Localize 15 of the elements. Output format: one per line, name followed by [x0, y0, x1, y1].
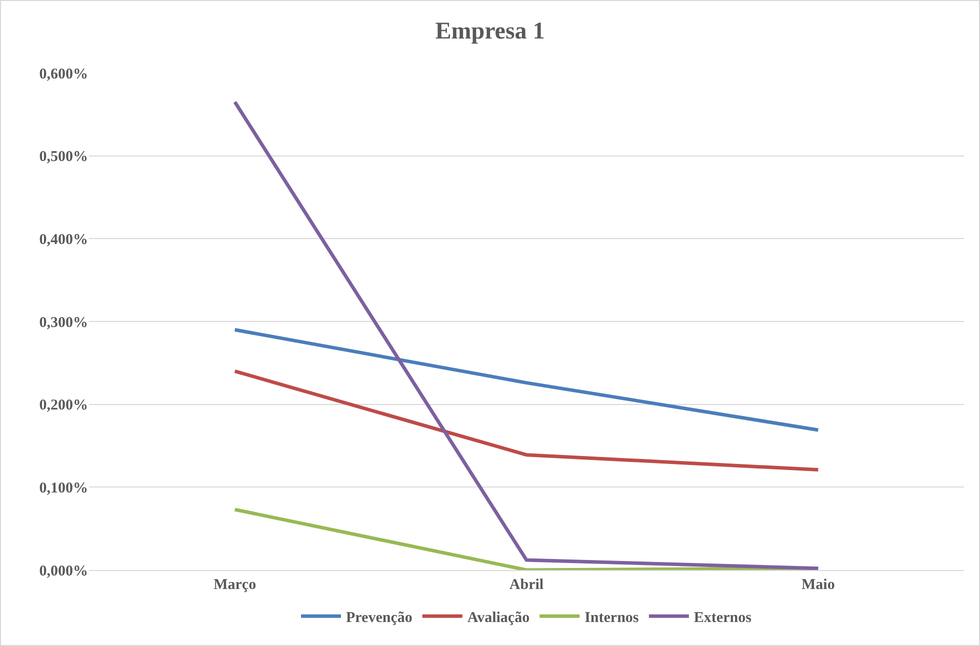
y-tick-label: 0,000% — [39, 563, 88, 580]
legend-label: Externos — [694, 610, 752, 626]
y-tick-label: 0,600% — [39, 66, 88, 82]
x-tick-label: Março — [214, 577, 256, 593]
chart-title: Empresa 1 — [435, 18, 545, 44]
y-tick-label: 0,400% — [39, 232, 88, 248]
legend-label: Avaliação — [467, 610, 530, 626]
y-tick-label: 0,300% — [39, 314, 88, 331]
x-tick-label: Maio — [802, 577, 835, 593]
y-tick-label: 0,100% — [39, 480, 88, 496]
legend-label: Internos — [584, 610, 639, 626]
y-tick-label: 0,200% — [39, 398, 88, 414]
x-tick-label: Abril — [509, 577, 544, 593]
legend-label: Prevenção — [346, 610, 412, 626]
y-tick-label: 0,500% — [39, 149, 88, 166]
